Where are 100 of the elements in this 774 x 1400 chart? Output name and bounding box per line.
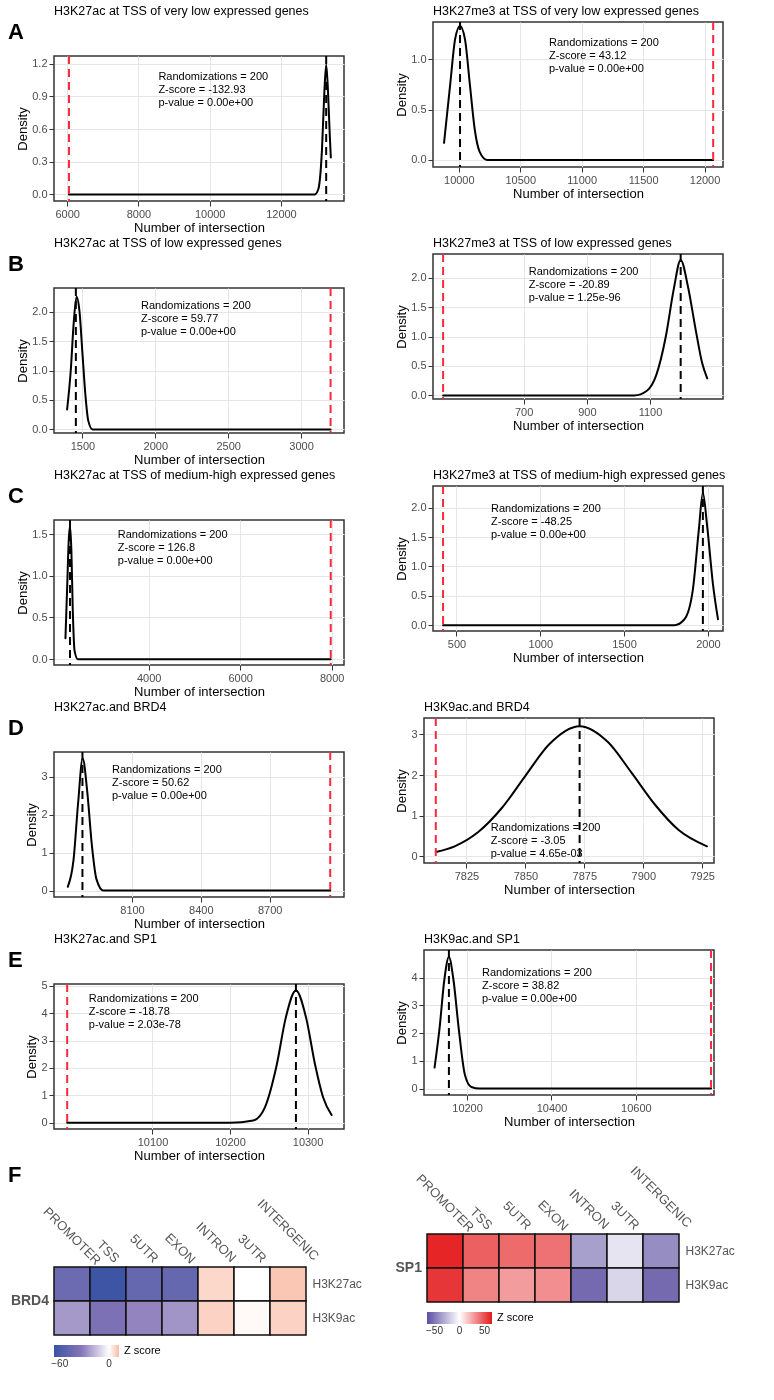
y-tick-label: 1 (411, 1054, 418, 1067)
annotation: Randomizations = 200 (490, 821, 601, 834)
y-tick-label: H3K27ac (312, 1277, 362, 1291)
y-axis-title: BRD4 (10, 1292, 50, 1308)
line-series (442, 258, 709, 397)
y-tick-label: 3 (411, 998, 418, 1011)
annotation: p-value = 4.65e-03 (490, 847, 583, 860)
x-axis-title: Number of intersection (134, 451, 265, 467)
x-tick-label: 10200 (452, 1101, 483, 1114)
x-tick-label: 7850 (513, 869, 539, 882)
x-tick-label: 11000 (567, 173, 598, 186)
y-tick-label: 1 (41, 846, 48, 859)
x-axis-title: Number of intersection (134, 1147, 265, 1163)
y-tick-label: 1.5 (411, 300, 427, 313)
y-tick-label: 0.3 (32, 155, 48, 168)
x-tick-label: 12000 (266, 207, 297, 220)
chart-title: H3K27ac.and SP1 (54, 931, 157, 946)
color-bar-title: Z score (497, 1311, 534, 1323)
y-axis-title: SP1 (395, 1259, 423, 1275)
y-tick-label: H3K27ac (685, 1244, 735, 1258)
color-bar-label: −50 (426, 1325, 444, 1336)
y-tick-label: 1 (411, 809, 418, 822)
x-tick-label: 900 (578, 405, 597, 418)
y-axis-title: Density (394, 768, 410, 813)
y-tick-label: 0 (411, 849, 418, 862)
y-axis-title: Density (15, 570, 31, 615)
annotation: Z-score = -20.89 (528, 277, 610, 290)
y-tick-label: 1 (41, 1088, 48, 1101)
y-tick-label: 0 (411, 1082, 418, 1095)
annotation: Z-score = -18.78 (88, 1004, 170, 1017)
x-tick-label: 6000 (55, 207, 80, 220)
x-tick-label: 10300 (292, 1135, 324, 1148)
chart-title: H3K27me3 at TSS of medium-high expressed genes (433, 467, 726, 482)
x-axis-title: Number of intersection (134, 683, 265, 699)
y-tick-label: 0.6 (32, 122, 48, 135)
y-tick-label: 0.5 (32, 611, 48, 623)
text: F (8, 1162, 22, 1187)
y-tick-label: 2.0 (411, 501, 427, 514)
x-tick-label: 8100 (120, 903, 145, 916)
annotation: Z-score = -132.93 (158, 82, 246, 95)
y-axis-title: Density (394, 72, 410, 117)
chart-title: H3K9ac.and BRD4 (424, 699, 530, 714)
annotation: Randomizations = 200 (117, 527, 228, 540)
y-tick-label: H3K9ac (312, 1311, 356, 1325)
x-axis-title: Number of intersection (134, 219, 265, 235)
x-axis-title: Number of intersection (504, 881, 635, 897)
color-bar-label: 0 (106, 1358, 113, 1369)
chart-title: H3K27me3 at TSS of very low expressed genes (433, 3, 699, 18)
y-axis-title: Density (24, 802, 40, 847)
y-tick-label: 4 (41, 1006, 48, 1019)
text: A (8, 19, 24, 44)
y-tick-label: 0 (41, 1116, 48, 1129)
annotation: Z-score = 126.8 (117, 540, 196, 553)
x-tick-label: 700 (514, 405, 534, 418)
annotation: Z-score = 50.62 (112, 775, 190, 788)
annotation: p-value = 0.00e+00 (117, 553, 213, 566)
color-bar-label: 0 (456, 1325, 463, 1336)
annotation: Randomizations = 200 (549, 35, 659, 48)
annotation: p-value = 1.25e-96 (528, 290, 621, 303)
annotation: Randomizations = 200 (112, 762, 222, 775)
text: C (8, 483, 24, 508)
y-tick-label: 2 (411, 768, 418, 781)
y-tick-label: 0.0 (32, 422, 48, 435)
x-tick-label: 10100 (137, 1135, 169, 1148)
chart-title: H3K27me3 at TSS of low expressed genes (433, 235, 672, 250)
x-tick-label: 7875 (572, 869, 598, 882)
y-tick-label: 2 (411, 1026, 418, 1039)
chart-title: H3K9ac.and SP1 (424, 931, 520, 946)
x-axis-title: Number of intersection (513, 417, 644, 433)
annotation: Z-score = 43.12 (549, 48, 627, 61)
x-tick-label: 8000 (319, 671, 345, 684)
x-tick-label: 12000 (689, 173, 721, 186)
y-tick-label: 1.0 (32, 364, 48, 377)
annotation: Z-score = 38.82 (482, 979, 560, 992)
y-tick-label: 0.0 (411, 153, 427, 166)
y-tick-label: 0.5 (411, 103, 427, 116)
x-tick-label: 1500 (612, 637, 637, 650)
x-tick-label: 1000 (528, 637, 554, 650)
y-tick-label: 1.0 (411, 52, 427, 65)
y-tick-label: 1.0 (32, 569, 48, 582)
annotation: p-value = 2.03e-78 (88, 1017, 181, 1030)
x-tick-label: 10000 (444, 173, 475, 186)
annotation: Randomizations = 200 (158, 69, 269, 82)
y-tick-label: 2.0 (32, 305, 48, 318)
annotation: Randomizations = 200 (528, 264, 639, 277)
annotation: p-value = 0.00e+00 (482, 992, 577, 1005)
x-tick-label: 4000 (136, 671, 162, 684)
annotation: p-value = 0.00e+00 (141, 324, 236, 337)
y-tick-label: 5 (41, 979, 48, 992)
x-tick-label: 10200 (215, 1135, 246, 1148)
y-tick-label: 3 (411, 727, 418, 740)
y-tick-label: 1.0 (411, 559, 427, 572)
chart-title: H3K27ac at TSS of low expressed genes (54, 235, 282, 250)
color-bar-title: Z score (124, 1344, 161, 1356)
y-axis-title: Density (24, 1034, 40, 1079)
text: D (8, 715, 24, 740)
y-tick-label: 3 (41, 770, 48, 783)
y-tick-label: 2 (41, 1061, 48, 1074)
chart-title: H3K27ac at TSS of medium-high expressed genes (54, 467, 336, 482)
x-tick-label: 2000 (143, 439, 169, 452)
